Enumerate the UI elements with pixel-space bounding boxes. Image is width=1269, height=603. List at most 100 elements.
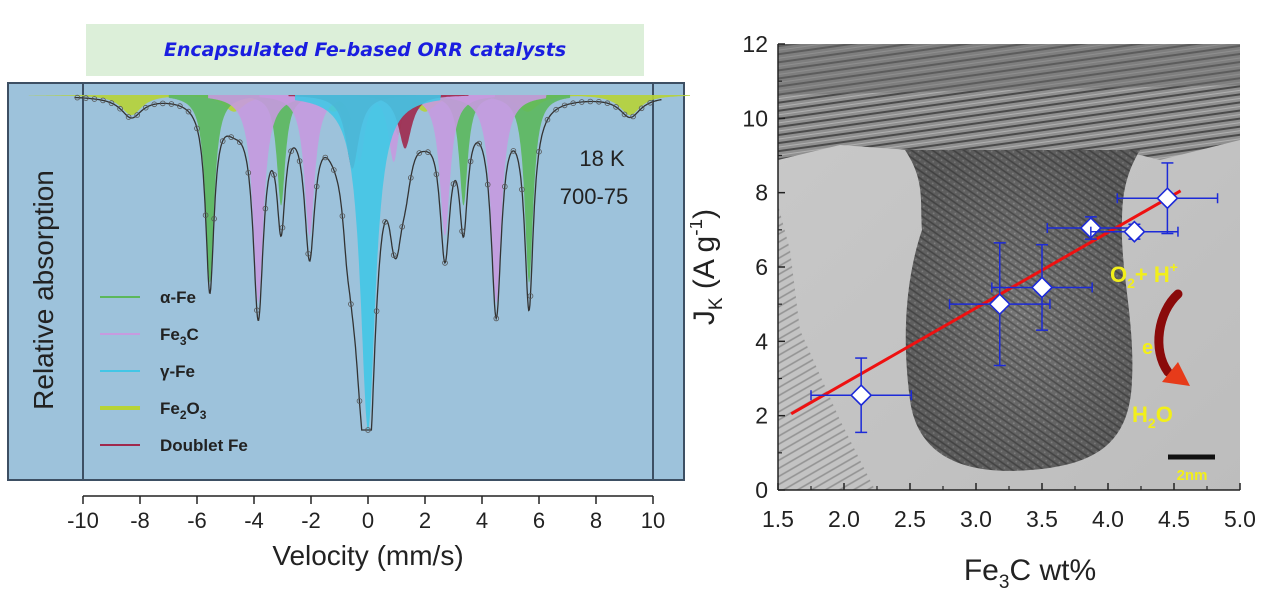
x-tick-label: -4 xyxy=(244,508,264,533)
data-point xyxy=(450,181,457,187)
temperature-label: 18 K xyxy=(579,146,625,171)
data-point xyxy=(117,105,123,112)
data-point xyxy=(476,140,483,147)
data-point xyxy=(399,224,406,230)
data-point xyxy=(553,106,559,113)
data-point xyxy=(211,216,217,222)
data-point xyxy=(202,212,209,219)
x-tick-label: -6 xyxy=(187,508,207,533)
data-point xyxy=(365,427,371,433)
data-point xyxy=(219,138,226,144)
data-point xyxy=(948,242,1051,367)
diamond-marker xyxy=(1123,220,1146,243)
component-line-fe2o3 xyxy=(28,95,235,116)
data-point xyxy=(151,101,158,108)
data-point xyxy=(596,99,602,105)
data-point xyxy=(991,243,1093,331)
y-tick-label: 10 xyxy=(742,105,768,131)
data-point xyxy=(510,148,517,154)
data-point xyxy=(279,224,286,231)
banner-title: Encapsulated Fe-based ORR catalysts xyxy=(163,39,567,61)
data-point xyxy=(638,105,645,112)
data-point xyxy=(416,150,423,156)
x-tick-label: 10 xyxy=(641,508,665,533)
data-point xyxy=(271,172,277,178)
data-point xyxy=(647,100,653,106)
x-tick-label: 2.0 xyxy=(828,506,860,532)
data-point xyxy=(100,97,106,104)
data-point xyxy=(630,113,636,120)
data-point xyxy=(134,112,141,118)
data-point xyxy=(185,108,192,115)
data-point xyxy=(288,148,294,155)
reaction-arrow-head xyxy=(1162,362,1190,386)
x-tick-label: 3.5 xyxy=(1026,506,1058,532)
data-point xyxy=(407,175,414,181)
data-point xyxy=(544,116,551,123)
data-point xyxy=(168,101,175,107)
data-point xyxy=(604,100,611,106)
y-axis-label: JK (A g-1) xyxy=(690,209,727,325)
legend-label: Fe3C xyxy=(160,325,199,348)
diamond-marker xyxy=(850,384,873,407)
legend-label: Fe2O3 xyxy=(160,399,207,422)
component-line-doublet-fe xyxy=(341,95,469,149)
x-tick-label: -10 xyxy=(67,508,99,533)
data-point xyxy=(810,357,913,434)
data-point xyxy=(442,260,448,266)
data-point xyxy=(91,96,98,102)
y-tick-label: 12 xyxy=(742,31,768,57)
data-points xyxy=(810,162,1219,434)
data-point xyxy=(305,251,312,257)
data-point xyxy=(125,114,132,120)
data-point xyxy=(254,307,260,314)
x-tick-label: 6 xyxy=(533,508,545,533)
component-line--fe xyxy=(295,95,441,430)
x-axis-label: Fe3C wt% xyxy=(964,554,1096,593)
data-point xyxy=(536,148,542,155)
component-line--fe xyxy=(487,95,571,283)
o2-h-label: O2+ H+ xyxy=(1110,259,1178,291)
data-point xyxy=(237,139,243,146)
y-tick-label: 6 xyxy=(755,254,768,280)
x-tick-label: 2 xyxy=(419,508,431,533)
component-line-fe3c xyxy=(208,95,309,303)
data-point xyxy=(296,158,303,164)
data-point xyxy=(356,398,363,404)
component-line-fe3c xyxy=(446,95,547,303)
legend: α-Fe Fe3C γ-Fe Fe2O3 Doublet Fe xyxy=(100,288,248,455)
x-tick-label: 4 xyxy=(476,508,488,533)
data-point xyxy=(373,308,380,314)
legend-label: α-Fe xyxy=(160,288,196,307)
legend-label: γ-Fe xyxy=(160,362,195,381)
y-axis-label: Relative absorption xyxy=(28,170,59,410)
component-line--fe xyxy=(168,95,251,283)
fit-envelope xyxy=(74,94,662,433)
data-point xyxy=(245,170,252,176)
scale-bar-label: 2nm xyxy=(1177,467,1208,484)
data-point xyxy=(467,158,474,165)
reaction-overlay: O2+ H+ e H2O 2nm xyxy=(1110,259,1215,484)
x-tick-label: 4.0 xyxy=(1092,506,1124,532)
component-line-fe3c xyxy=(394,95,496,236)
data-point xyxy=(330,167,337,173)
data-point xyxy=(348,301,354,307)
tem-micrograph-background xyxy=(778,44,1240,490)
axis-ticks: 1.5 2.0 2.5 3.0 3.5 4.0 4.5 5.0 0 2 4 6 8 10 12 xyxy=(742,31,1256,532)
data-point xyxy=(433,171,440,178)
data-point xyxy=(74,94,81,101)
h2o-label: H2O xyxy=(1132,402,1173,431)
data-point xyxy=(382,219,388,225)
fit-curve xyxy=(74,96,662,431)
data-point xyxy=(1090,220,1179,243)
x-tick-label: 4.5 xyxy=(1158,506,1190,532)
x-tick-label: 8 xyxy=(590,508,602,533)
reaction-arrow xyxy=(1154,289,1183,377)
jk-vs-fe3c-chart: 1.5 2.0 2.5 3.0 3.5 4.0 4.5 5.0 0 2 4 6 8 10 12 Fe3C w… xyxy=(690,31,1256,593)
data-point xyxy=(322,154,329,161)
y-tick-label: 8 xyxy=(755,180,768,206)
data-point xyxy=(177,103,183,109)
data-point xyxy=(519,186,525,193)
component-areas xyxy=(28,95,690,430)
